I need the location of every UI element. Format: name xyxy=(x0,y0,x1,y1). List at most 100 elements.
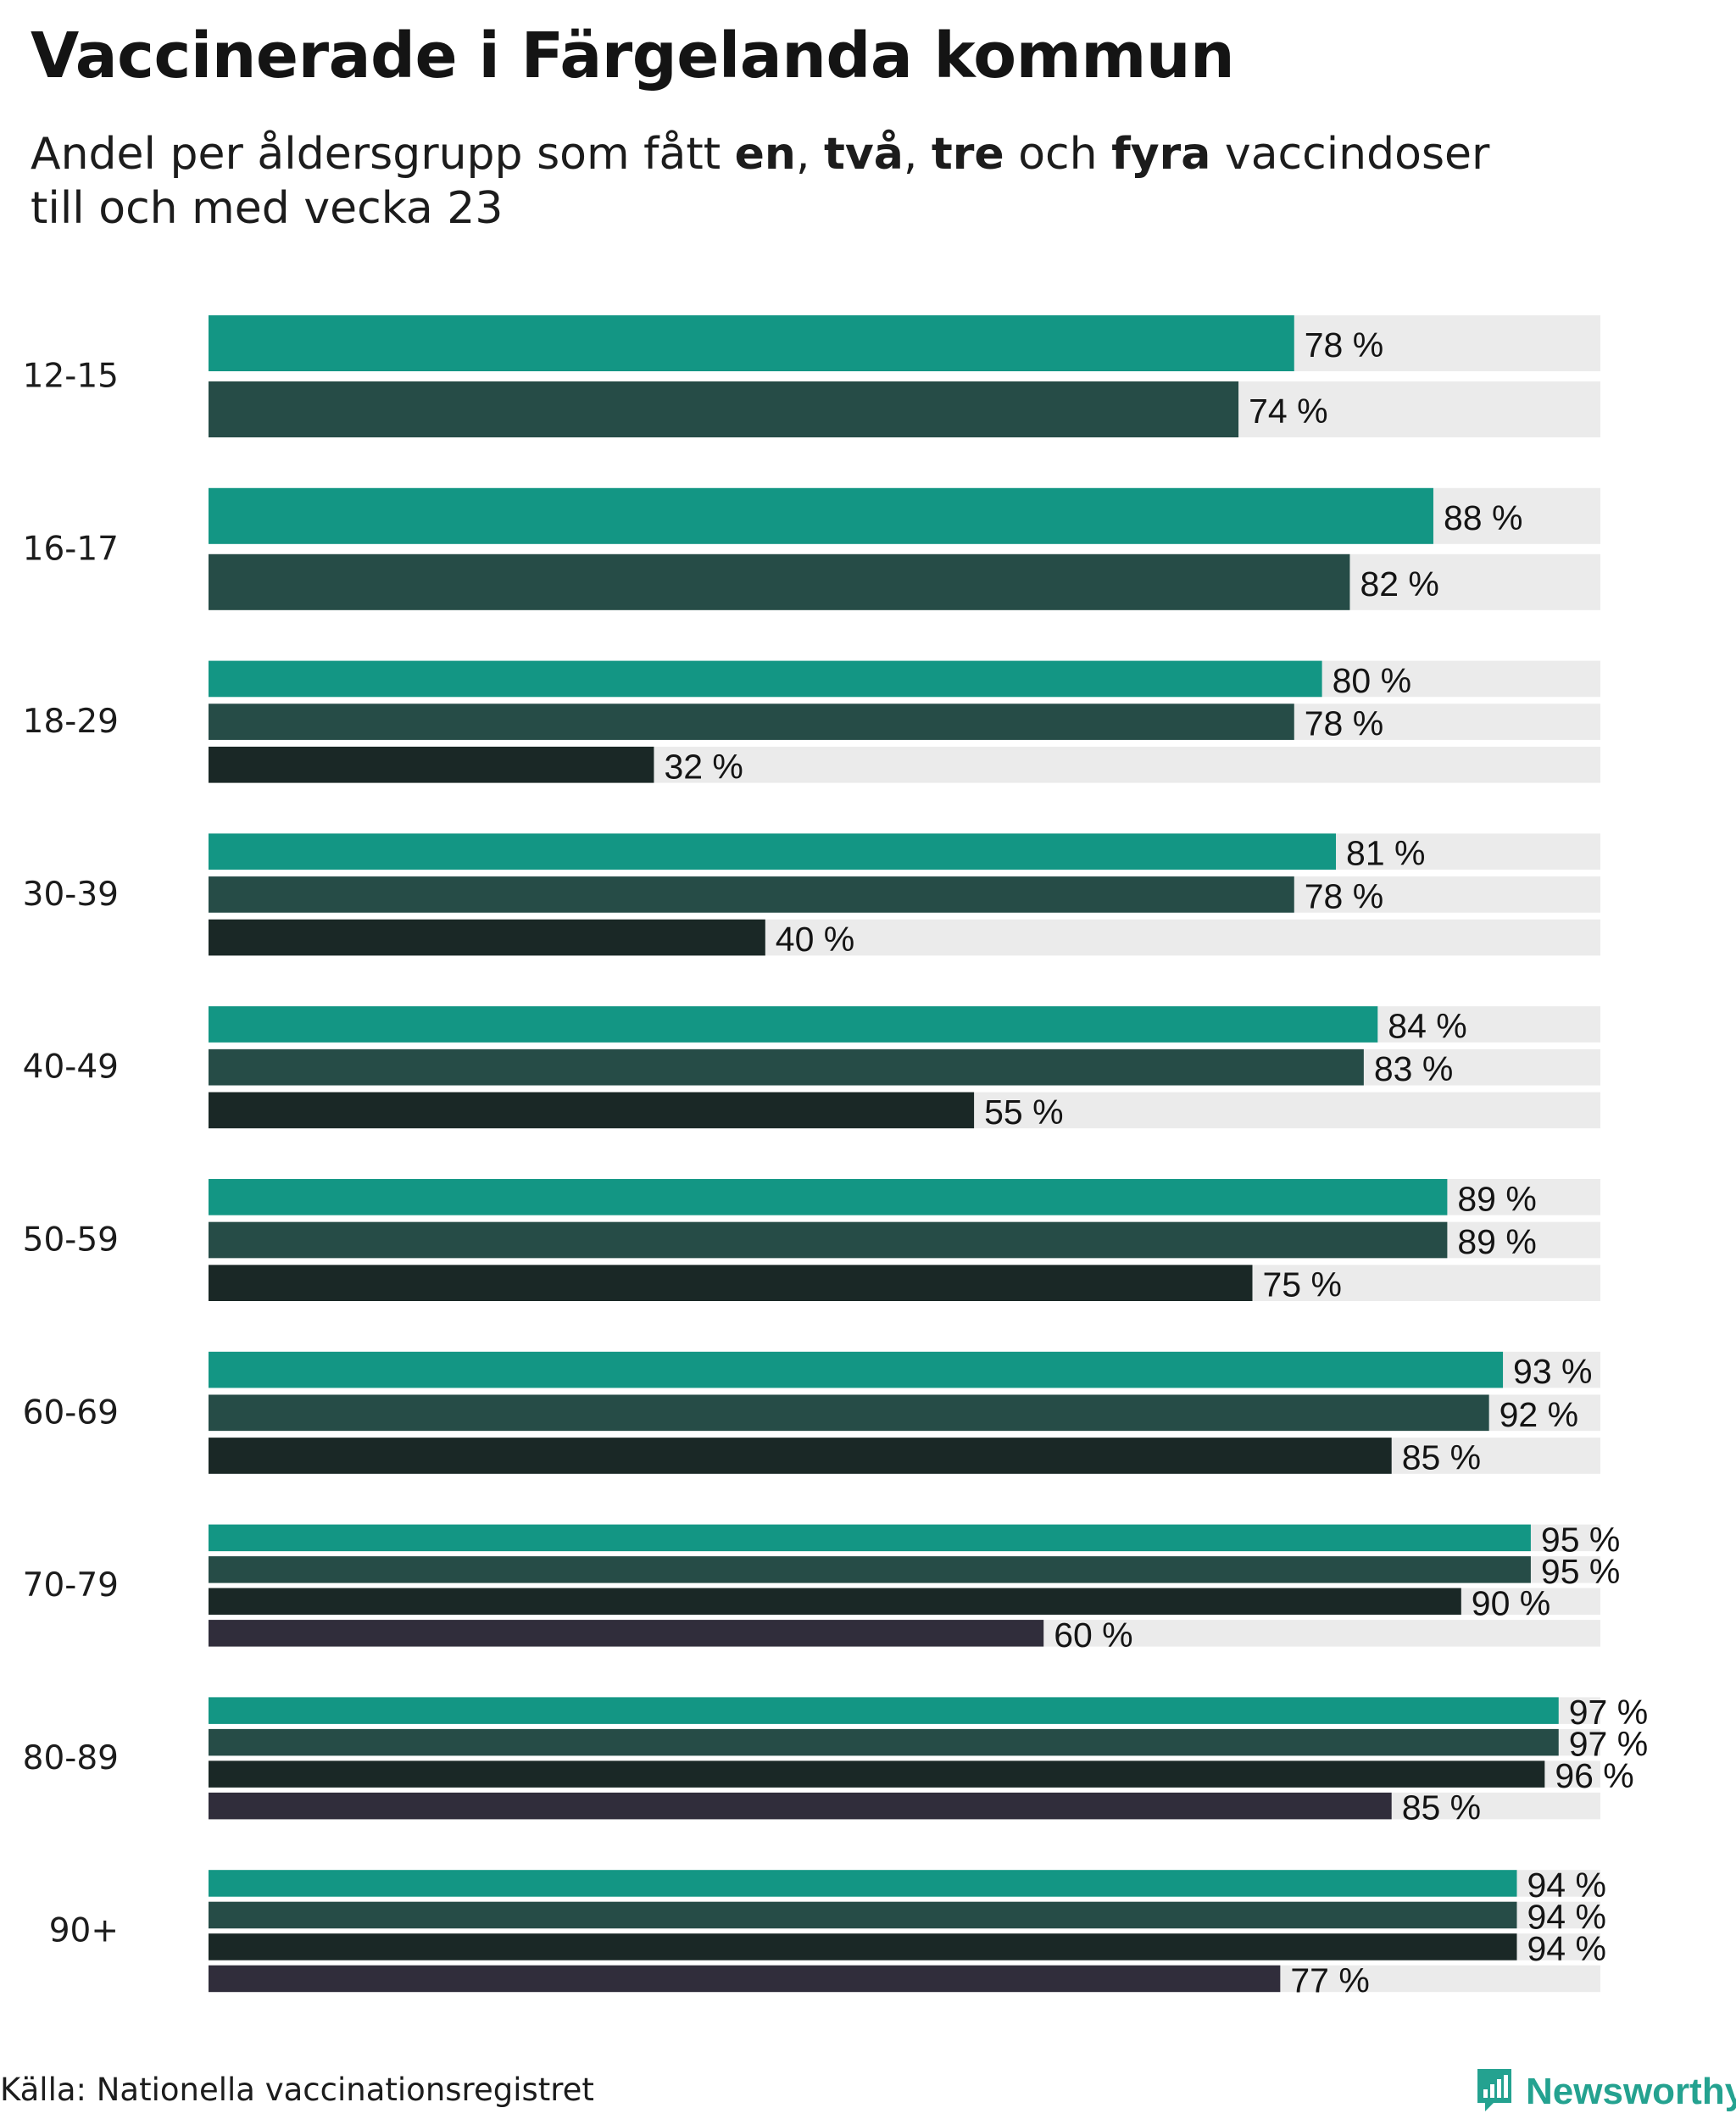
chart-subtitle: Andel per åldersgrupp som fått en, två, … xyxy=(31,127,1641,236)
bar-dose1 xyxy=(209,660,1322,698)
bar-value-label: 95 % xyxy=(1541,1520,1620,1559)
group-label: 70-79 xyxy=(23,1566,119,1605)
bar-value-label: 85 % xyxy=(1402,1788,1481,1827)
bar-value-label: 80 % xyxy=(1333,661,1411,700)
bar-dose3 xyxy=(209,1092,975,1129)
bar-value-label: 78 % xyxy=(1305,876,1383,915)
bar-value-label: 97 % xyxy=(1569,1725,1648,1764)
bar-group-30-39: 30-39 81 %78 % 40 % xyxy=(23,833,1600,959)
bar-dose2 xyxy=(209,1048,1364,1086)
subtitle-separator-1: , xyxy=(795,129,825,180)
bar-value-label: 83 % xyxy=(1374,1049,1453,1088)
bar-group-18-29: 18-29 80 % 78 % 32 % xyxy=(23,660,1600,786)
bar-dose1 xyxy=(209,487,1433,544)
bar-value-label: 60 % xyxy=(1054,1616,1132,1655)
bar-value-label: 75 % xyxy=(1263,1265,1342,1304)
bar-dose2 xyxy=(209,1556,1531,1583)
subtitle-separator-2: , xyxy=(903,129,932,180)
subtitle-line-1: Andel per åldersgrupp som fått en, två, … xyxy=(31,127,1641,181)
bar-dose3 xyxy=(209,1588,1461,1616)
bar-value-label: 92 % xyxy=(1500,1395,1578,1434)
bar-dose1 xyxy=(209,1524,1531,1552)
bar-dose3 xyxy=(209,1438,1392,1474)
bar-value-label: 55 % xyxy=(984,1093,1063,1132)
bar-value-label: 78 % xyxy=(1305,325,1383,364)
group-label: 90+ xyxy=(49,1912,119,1950)
bar-dose2 xyxy=(209,553,1350,610)
bar-dose1 xyxy=(209,1006,1378,1043)
subtitle-text-post: vaccindoser xyxy=(1210,129,1490,180)
bar-group-16-17: 16-17 88 %82 % xyxy=(23,487,1600,610)
bar-value-label: 78 % xyxy=(1305,704,1383,743)
bar-dose1 xyxy=(209,315,1294,371)
bar-dose3 xyxy=(209,919,765,956)
bar-dose2 xyxy=(209,1728,1559,1756)
bar-value-label: 82 % xyxy=(1360,565,1438,603)
bar-dose4 xyxy=(209,1620,1044,1647)
bar-dose1 xyxy=(209,1179,1448,1215)
bar-group-60-69: 60-69 93 % 92 % 85 % xyxy=(23,1351,1600,1477)
subtitle-line-2: till och med vecka 23 xyxy=(31,183,504,234)
bar-dose3 xyxy=(209,1933,1517,1960)
bar-dose1 xyxy=(209,833,1337,870)
newsworthy-logo-icon xyxy=(1475,2066,1514,2117)
subtitle-word-tva: två xyxy=(824,129,904,180)
group-label: 50-59 xyxy=(23,1221,119,1260)
bar-value-label: 84 % xyxy=(1388,1007,1466,1046)
bar-value-label: 94 % xyxy=(1527,1897,1605,1936)
newsworthy-logo-text: Newsworthy xyxy=(1526,2071,1736,2112)
bar-dose2 xyxy=(209,1221,1448,1259)
group-label: 40-49 xyxy=(23,1048,119,1087)
bar-value-label: 89 % xyxy=(1457,1179,1536,1218)
bar-group-40-49: 40-49 84 %83 % 55 % xyxy=(23,1006,1600,1132)
subtitle-text-pre: Andel per åldersgrupp som fått xyxy=(31,129,735,180)
bar-group-12-15: 12-15 78 % 74 % xyxy=(23,315,1600,437)
bar-dose3 xyxy=(209,746,654,783)
subtitle-text-mid: och xyxy=(1004,129,1112,180)
group-label: 18-29 xyxy=(23,703,119,741)
bar-dose4 xyxy=(209,1792,1392,1820)
group-label: 12-15 xyxy=(23,358,119,396)
bar-value-label: 94 % xyxy=(1527,1866,1605,1905)
group-label: 30-39 xyxy=(23,876,119,914)
bar-value-label: 32 % xyxy=(664,747,743,786)
bar-value-label: 97 % xyxy=(1569,1693,1648,1732)
bar-dose2 xyxy=(209,704,1294,740)
bar-dose3 xyxy=(209,1760,1545,1788)
newsworthy-logo: Newsworthy xyxy=(1475,2068,1736,2116)
bar-value-label: 90 % xyxy=(1472,1583,1550,1622)
subtitle-word-fyra: fyra xyxy=(1111,129,1211,180)
bar-dose1 xyxy=(209,1697,1559,1724)
subtitle-word-en: en xyxy=(734,129,796,180)
bar-dose2 xyxy=(209,1394,1489,1432)
bar-value-label: 95 % xyxy=(1541,1552,1620,1591)
bar-value-label: 88 % xyxy=(1444,498,1522,537)
bar-group-90+: 90+94 %94 %94 %77 % xyxy=(49,1866,1606,2000)
bar-dose1 xyxy=(209,1351,1504,1388)
bar-dose2 xyxy=(209,1901,1517,1929)
source-note: Källa: Nationella vaccinationsregistret xyxy=(0,2072,594,2108)
bar-dose3 xyxy=(209,1265,1253,1301)
group-label: 80-89 xyxy=(23,1739,119,1777)
bar-value-label: 81 % xyxy=(1346,834,1425,873)
bar-dose2 xyxy=(209,381,1239,437)
bar-value-label: 40 % xyxy=(776,920,854,959)
bar-dose1 xyxy=(209,1870,1517,1897)
group-label: 16-17 xyxy=(23,530,119,568)
bar-value-label: 77 % xyxy=(1290,1960,1369,1999)
bar-dose4 xyxy=(209,1965,1281,1993)
group-label: 60-69 xyxy=(23,1393,119,1432)
bar-value-label: 93 % xyxy=(1513,1352,1592,1391)
bar-value-label: 85 % xyxy=(1402,1438,1481,1477)
bar-value-label: 94 % xyxy=(1527,1929,1605,1968)
bar-value-label: 74 % xyxy=(1249,392,1327,431)
bar-value-label: 96 % xyxy=(1555,1756,1633,1795)
bar-value-label: 89 % xyxy=(1457,1222,1536,1261)
bar-dose2 xyxy=(209,876,1294,913)
subtitle-word-tre: tre xyxy=(931,129,1004,180)
chart-title: Vaccinerade i Färgelanda kommun xyxy=(31,19,1235,92)
bar-group-50-59: 50-59 89 % 89 % 75 % xyxy=(23,1179,1600,1304)
